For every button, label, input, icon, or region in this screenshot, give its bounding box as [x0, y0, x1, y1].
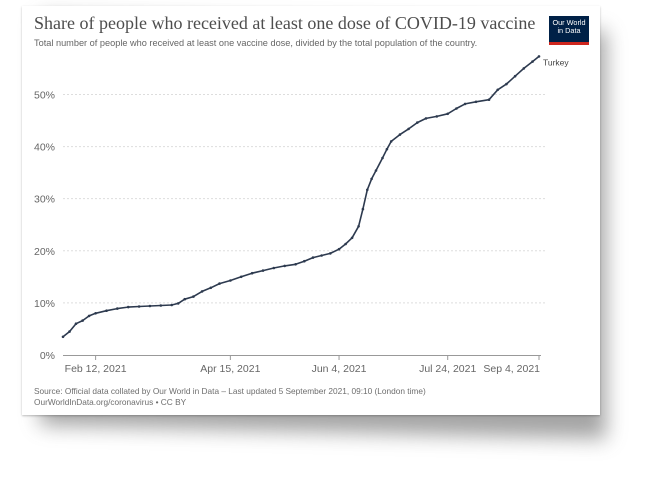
data-point	[513, 74, 517, 78]
data-point	[522, 67, 526, 70]
data-point	[389, 140, 393, 143]
data-point	[192, 295, 195, 298]
data-point	[126, 305, 130, 309]
owid-logo[interactable]: Our World in Data	[549, 16, 589, 45]
data-point	[239, 275, 243, 279]
data-point	[474, 100, 478, 104]
x-tick-label: Feb 12, 2021	[65, 363, 127, 375]
data-point	[116, 307, 119, 310]
data-point	[229, 279, 232, 282]
data-point	[496, 88, 500, 92]
data-point	[294, 263, 297, 266]
y-tick-label: 20%	[34, 246, 55, 258]
data-point	[537, 55, 541, 58]
x-tick-label: Jul 24, 2021	[419, 363, 476, 375]
x-tick-label: Apr 15, 2021	[200, 363, 260, 375]
data-point	[337, 247, 341, 251]
data-point	[137, 305, 141, 308]
data-point	[94, 312, 97, 315]
chart-card: Share of people who received at least on…	[22, 6, 600, 415]
data-point	[283, 264, 287, 268]
data-point	[68, 330, 71, 333]
data-point	[350, 236, 354, 240]
license-text[interactable]: OurWorldInData.org/coronavirus • CC BY	[34, 396, 187, 407]
data-point	[357, 225, 360, 228]
data-point	[531, 60, 534, 63]
data-point	[261, 269, 265, 272]
grid-layer	[63, 93, 545, 304]
series-layer: Turkey	[61, 55, 569, 339]
data-point	[446, 112, 450, 116]
data-point	[176, 302, 180, 305]
data-point	[366, 188, 369, 192]
axis-layer: 0% 10% 20% 30% 40% 50% Feb 12, 2021 Apr 15, 202…	[34, 89, 541, 375]
data-point	[250, 271, 254, 275]
data-point	[374, 169, 378, 172]
data-point	[303, 259, 306, 263]
x-tick-label: Sep 4, 2021	[483, 363, 540, 375]
data-point	[105, 309, 108, 313]
data-point	[311, 256, 315, 259]
data-point	[370, 177, 373, 181]
data-point	[487, 98, 491, 101]
data-point	[416, 121, 419, 124]
source-text: Source: Official data collated by Our Wo…	[34, 386, 426, 396]
data-point	[81, 319, 84, 322]
data-point	[218, 282, 221, 285]
x-tick-label: Jun 4, 2021	[312, 363, 367, 375]
data-point	[361, 207, 365, 211]
data-point	[329, 252, 332, 255]
data-point	[170, 303, 173, 307]
data-point	[407, 127, 410, 131]
data-point	[159, 304, 163, 307]
chart-title: Share of people who received at least on…	[34, 13, 536, 33]
data-point	[381, 156, 384, 160]
source-note: Source: Official data collated by Our Wo…	[34, 386, 426, 407]
y-tick-label: 30%	[34, 194, 55, 206]
data-point	[455, 107, 458, 110]
data-point	[200, 290, 204, 293]
series-line[interactable]	[62, 55, 540, 338]
series-label[interactable]: Turkey	[543, 57, 569, 67]
data-point	[344, 242, 347, 246]
data-point	[148, 304, 152, 308]
y-tick-label: 0%	[40, 350, 55, 362]
chart-subtitle: Total number of people who received at l…	[34, 38, 478, 48]
data-point	[74, 322, 78, 326]
data-point	[209, 286, 213, 290]
data-point	[320, 254, 323, 257]
y-tick-label: 40%	[34, 142, 55, 154]
line-chart: 0% 10% 20% 30% 40% 50% Feb 12, 2021 Apr 15, 202…	[34, 55, 569, 375]
data-point	[385, 147, 389, 151]
data-point	[61, 335, 65, 339]
y-tick-label: 10%	[34, 298, 55, 310]
logo-line-2: in Data	[557, 26, 581, 35]
data-point	[87, 314, 91, 318]
data-point	[183, 297, 186, 301]
logo-line-1: Our World	[552, 18, 586, 27]
y-tick-label: 50%	[34, 89, 55, 101]
data-point	[463, 102, 467, 106]
data-point	[505, 82, 508, 86]
data-point	[435, 115, 439, 118]
data-point	[272, 266, 276, 270]
data-point	[424, 117, 428, 120]
data-point	[398, 133, 402, 136]
